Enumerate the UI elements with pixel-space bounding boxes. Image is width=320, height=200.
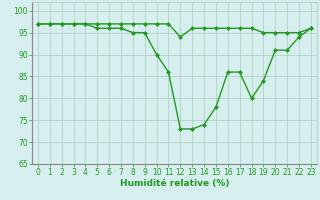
X-axis label: Humidité relative (%): Humidité relative (%): [120, 179, 229, 188]
